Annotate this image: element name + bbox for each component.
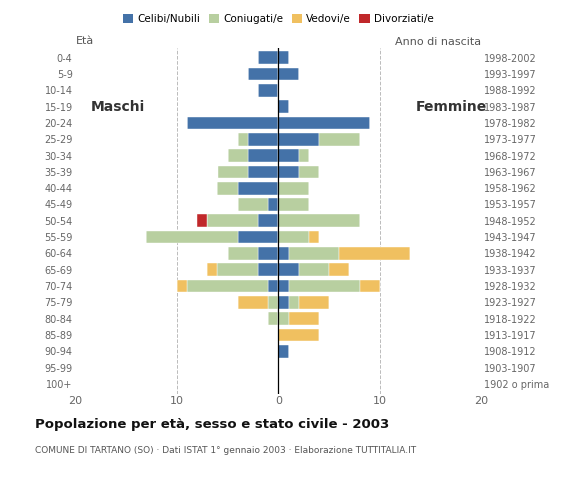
Bar	[339, 247, 410, 260]
Bar	[360, 280, 380, 292]
Bar	[278, 51, 288, 64]
Bar	[238, 182, 278, 194]
Bar	[258, 247, 278, 260]
Bar	[218, 264, 258, 276]
Bar	[299, 296, 329, 309]
Bar	[197, 215, 207, 227]
Bar	[187, 280, 268, 292]
Bar	[207, 215, 258, 227]
Bar	[278, 133, 319, 145]
Bar	[268, 280, 278, 292]
Bar	[258, 264, 278, 276]
Bar	[227, 247, 258, 260]
Text: COMUNE DI TARTANO (SO) · Dati ISTAT 1° gennaio 2003 · Elaborazione TUTTITALIA.IT: COMUNE DI TARTANO (SO) · Dati ISTAT 1° g…	[35, 446, 416, 456]
Bar	[258, 84, 278, 97]
Bar	[329, 264, 349, 276]
Bar	[258, 51, 278, 64]
Text: Femmine: Femmine	[415, 100, 487, 114]
Bar	[258, 215, 278, 227]
Bar	[268, 296, 278, 309]
Bar	[146, 231, 238, 243]
Bar	[288, 312, 319, 325]
Bar	[299, 149, 309, 162]
Bar	[309, 231, 319, 243]
Bar	[278, 231, 309, 243]
Bar	[278, 296, 288, 309]
Bar	[278, 312, 288, 325]
Bar	[248, 166, 278, 178]
Bar	[288, 296, 299, 309]
Bar	[218, 166, 248, 178]
Bar	[278, 117, 370, 129]
Text: Popolazione per età, sesso e stato civile - 2003: Popolazione per età, sesso e stato civil…	[35, 418, 389, 431]
Bar	[268, 312, 278, 325]
Bar	[319, 133, 360, 145]
Bar	[278, 149, 299, 162]
Bar	[288, 280, 360, 292]
Text: Maschi: Maschi	[90, 100, 145, 114]
Bar	[278, 247, 288, 260]
Bar	[238, 198, 268, 211]
Bar	[278, 68, 299, 81]
Bar	[278, 328, 319, 341]
Text: Età: Età	[75, 36, 93, 47]
Bar	[227, 149, 248, 162]
Bar	[218, 182, 238, 194]
Bar	[278, 345, 288, 358]
Bar	[238, 133, 248, 145]
Bar	[278, 198, 309, 211]
Bar	[278, 166, 299, 178]
Bar	[278, 264, 299, 276]
Bar	[299, 264, 329, 276]
Text: Anno di nascita: Anno di nascita	[396, 37, 481, 48]
Bar	[278, 182, 309, 194]
Bar	[268, 198, 278, 211]
Bar	[288, 247, 339, 260]
Legend: Celibi/Nubili, Coniugati/e, Vedovi/e, Divorziati/e: Celibi/Nubili, Coniugati/e, Vedovi/e, Di…	[119, 10, 438, 28]
Bar	[238, 296, 268, 309]
Bar	[278, 100, 288, 113]
Bar	[177, 280, 187, 292]
Bar	[187, 117, 278, 129]
Bar	[278, 280, 288, 292]
Bar	[248, 149, 278, 162]
Bar	[238, 231, 278, 243]
Bar	[248, 68, 278, 81]
Bar	[207, 264, 218, 276]
Bar	[248, 133, 278, 145]
Bar	[278, 215, 360, 227]
Bar	[299, 166, 319, 178]
